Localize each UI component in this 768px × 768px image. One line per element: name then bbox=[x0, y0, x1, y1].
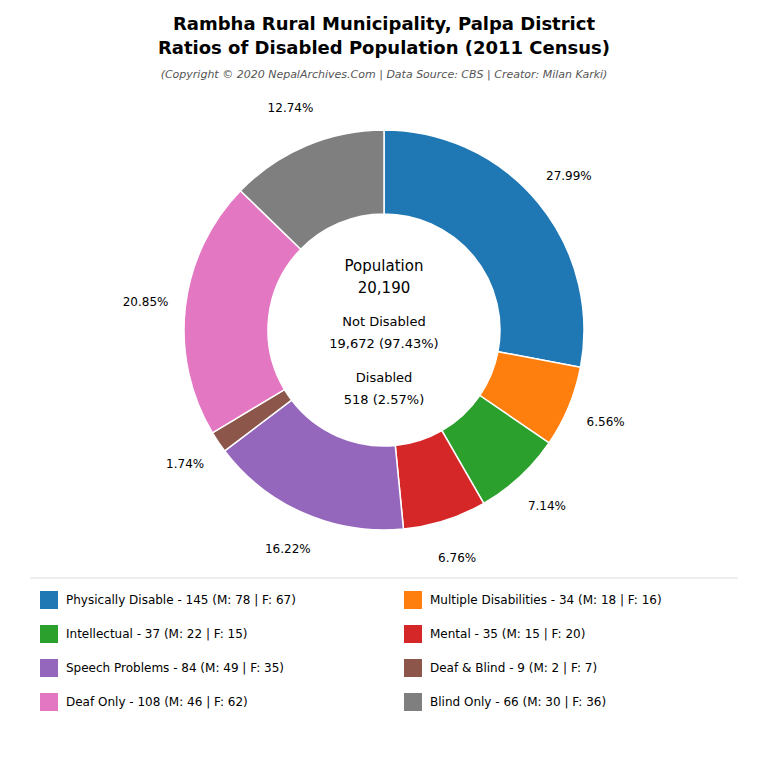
data-label: 27.99% bbox=[546, 169, 592, 183]
legend-item: Intellectual - 37 (M: 22 | F: 15) bbox=[40, 625, 248, 643]
donut: 27.99% 6.56% 7.14% 6.76% 16.22% 1.74% 20.85% 12… bbox=[123, 101, 625, 565]
legend-label: Multiple Disabilities - 34 (M: 18 | F: 1… bbox=[430, 593, 662, 607]
legend-item: Speech Problems - 84 (M: 49 | F: 35) bbox=[40, 659, 284, 677]
slice bbox=[240, 130, 384, 249]
title: Ratios of Disabled Population (2011 Cens… bbox=[158, 37, 610, 58]
subtitle: (Copyright © 2020 NepalArchives.Com | Da… bbox=[161, 68, 608, 81]
title: Rambha Rural Municipality, Palpa Distric… bbox=[173, 13, 595, 34]
legend-item: Deaf & Blind - 9 (M: 2 | F: 7) bbox=[404, 659, 597, 677]
legend-item: Mental - 35 (M: 15 | F: 20) bbox=[404, 625, 585, 643]
legend-item: Multiple Disabilities - 34 (M: 18 | F: 1… bbox=[404, 591, 662, 609]
chart: Rambha Rural Municipality, Palpa Distric… bbox=[0, 0, 768, 768]
legend-item: Physically Disable - 145 (M: 78 | F: 67) bbox=[40, 591, 296, 609]
legend-swatch bbox=[40, 693, 58, 711]
legend: Physically Disable - 145 (M: 78 | F: 67)… bbox=[40, 591, 662, 711]
annotation: Disabled bbox=[356, 370, 412, 385]
annotation: Not Disabled bbox=[342, 314, 425, 329]
legend-item: Blind Only - 66 (M: 30 | F: 36) bbox=[404, 693, 606, 711]
data-label: 6.56% bbox=[587, 415, 625, 429]
legend-label: Speech Problems - 84 (M: 49 | F: 35) bbox=[66, 661, 284, 675]
legend-label: Mental - 35 (M: 15 | F: 20) bbox=[430, 627, 585, 641]
data-label: 12.74% bbox=[268, 101, 314, 115]
data-labels: 27.99% 6.56% 7.14% 6.76% 16.22% 1.74% 20.85% 12… bbox=[123, 101, 625, 565]
annotation: Population bbox=[345, 257, 424, 275]
annotation: 518 (2.57%) bbox=[344, 392, 424, 407]
legend-label: Physically Disable - 145 (M: 78 | F: 67) bbox=[66, 593, 296, 607]
data-label: 1.74% bbox=[166, 457, 204, 471]
data-label: 20.85% bbox=[123, 295, 169, 309]
slices bbox=[184, 130, 584, 530]
slice bbox=[395, 431, 483, 530]
legend-swatch bbox=[40, 591, 58, 609]
legend-swatch bbox=[404, 659, 422, 677]
annotation: 19,672 (97.43%) bbox=[329, 336, 438, 351]
legend-swatch bbox=[404, 625, 422, 643]
legend-swatch bbox=[404, 693, 422, 711]
legend-swatch bbox=[40, 625, 58, 643]
legend-label: Deaf Only - 108 (M: 46 | F: 62) bbox=[66, 695, 248, 709]
slice bbox=[384, 130, 584, 367]
legend-swatch bbox=[404, 591, 422, 609]
data-label: 7.14% bbox=[528, 499, 566, 513]
legend-item: Deaf Only - 108 (M: 46 | F: 62) bbox=[40, 693, 248, 711]
data-label: 6.76% bbox=[438, 551, 476, 565]
center-text: Population 20,190 Not Disabled 19,672 (97.4… bbox=[329, 257, 438, 407]
legend-swatch bbox=[40, 659, 58, 677]
annotation: 20,190 bbox=[358, 279, 411, 297]
legend-label: Blind Only - 66 (M: 30 | F: 36) bbox=[430, 695, 606, 709]
data-label: 16.22% bbox=[265, 542, 311, 556]
legend-label: Intellectual - 37 (M: 22 | F: 15) bbox=[66, 627, 248, 641]
separator bbox=[30, 578, 738, 579]
legend-label: Deaf & Blind - 9 (M: 2 | F: 7) bbox=[430, 661, 597, 675]
